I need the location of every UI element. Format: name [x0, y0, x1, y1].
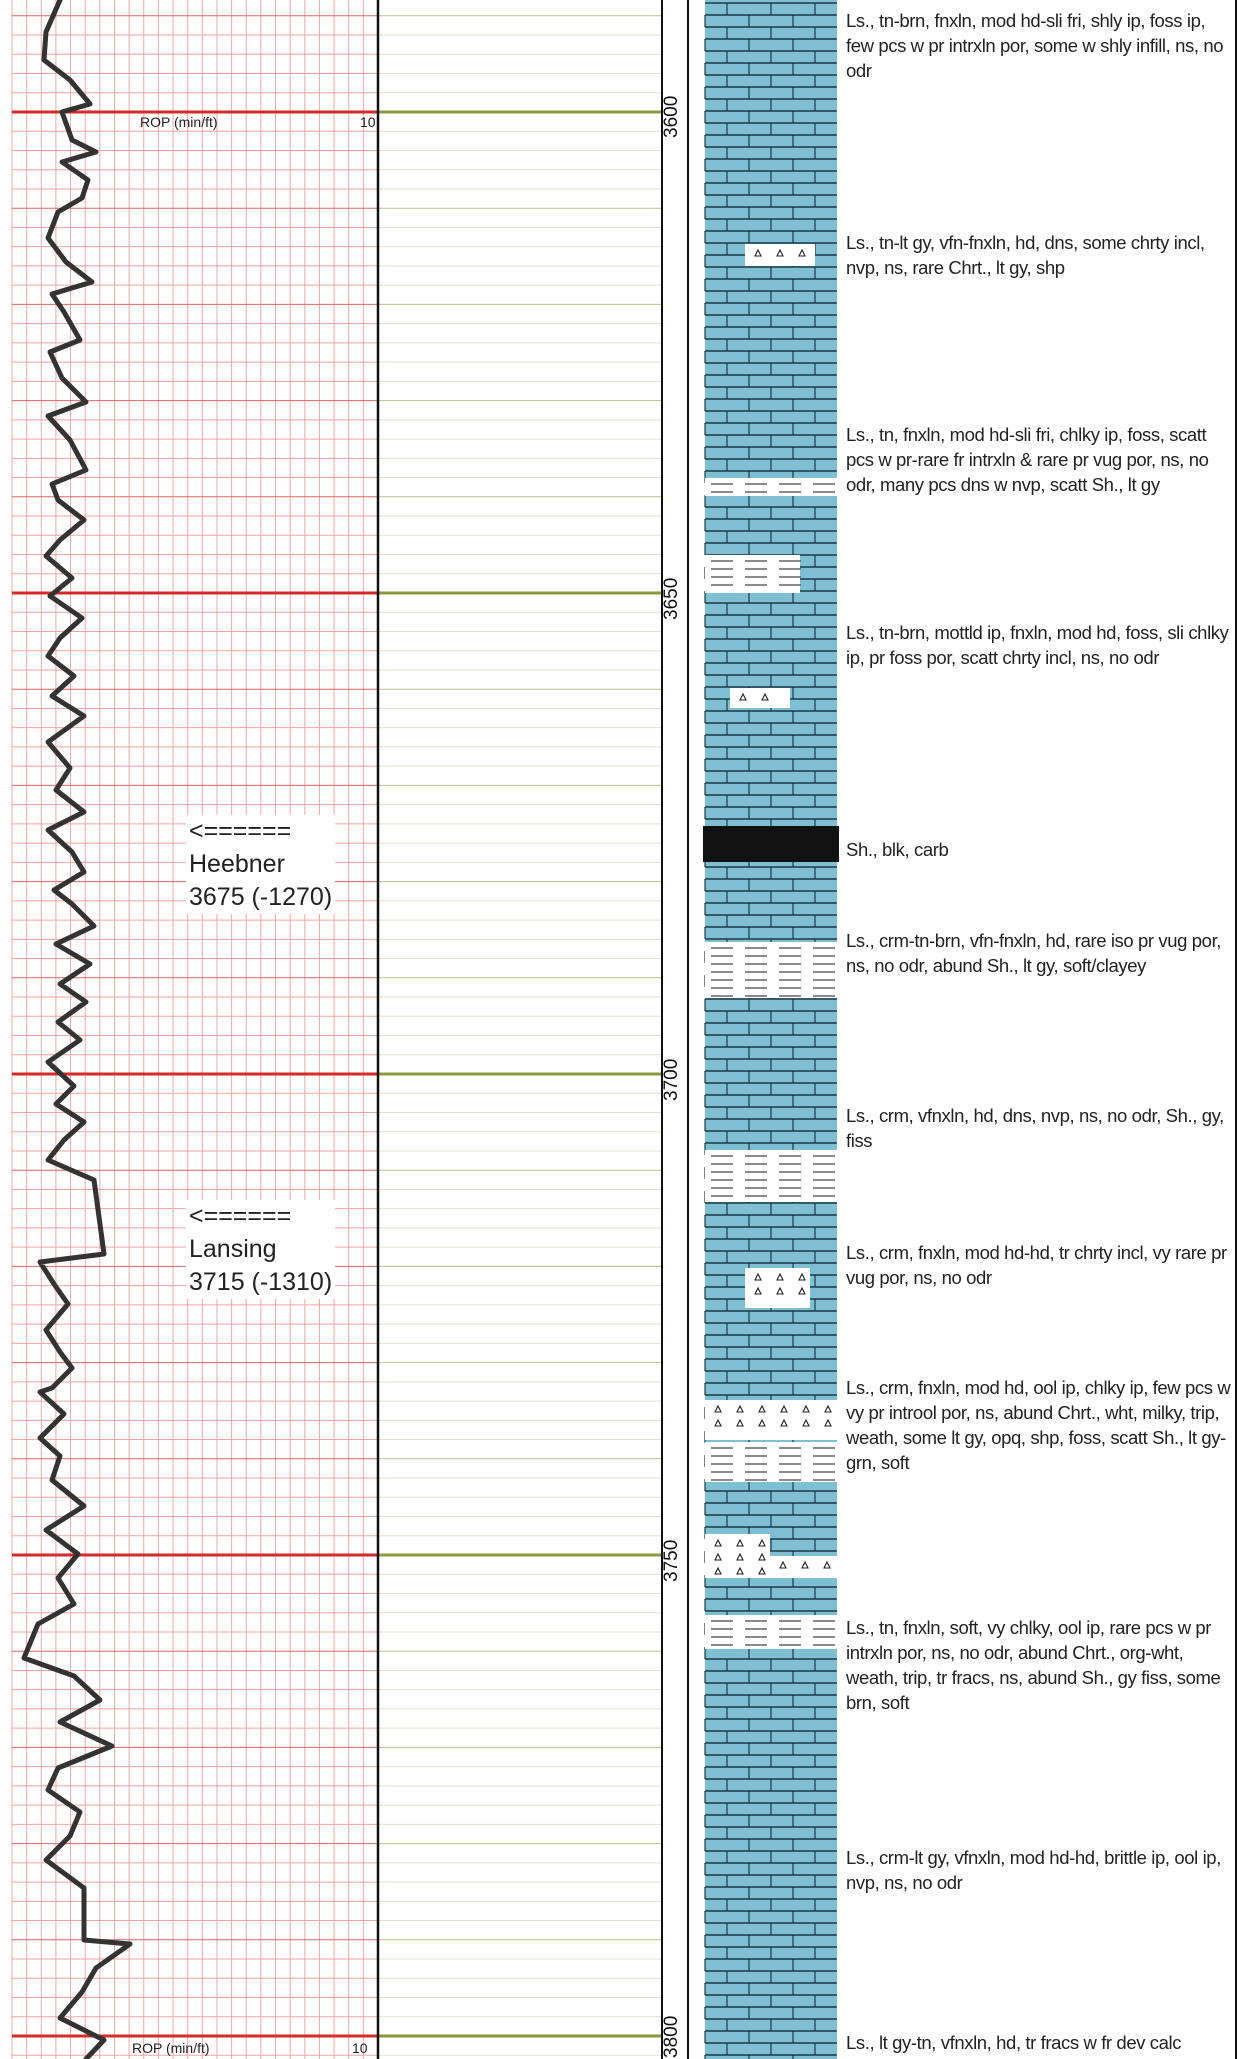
lithology-description: Ls., crm, vfnxln, hd, dns, nvp, ns, no o… [846, 1105, 1224, 1151]
formation-top-arrow: <====== [189, 1202, 292, 1230]
depth-label: 3650 [661, 577, 682, 620]
chert-symbol [758, 1404, 766, 1413]
chert-symbol [736, 1552, 744, 1561]
depth-label: 3700 [661, 1058, 682, 1101]
chert-interval [745, 1268, 810, 1308]
formation-top-arrow: <====== [189, 817, 292, 845]
chert-symbol [736, 1418, 744, 1427]
lithology-description: Sh., blk, carb [846, 839, 949, 860]
chert-symbol [714, 1538, 722, 1547]
chert-symbol [780, 1404, 788, 1413]
chert-symbol [714, 1418, 722, 1427]
chert-symbol [779, 1560, 787, 1569]
chert-symbol [802, 1418, 810, 1427]
chert-symbol [736, 1404, 744, 1413]
chert-interval [745, 244, 815, 266]
chert-symbol [824, 1404, 832, 1413]
lithology-description: Ls., lt gy-tn, vfnxln, hd, tr fracs w fr… [846, 2032, 1182, 2053]
rop-track-title-bottom: ROP (min/ft) [132, 2040, 210, 2056]
chert-symbol [801, 1560, 809, 1569]
lithology-description: Ls., tn, fnxln, mod hd-sli fri, chlky ip… [846, 424, 1209, 495]
chert-symbol [823, 1560, 831, 1569]
lithology-description: Ls., crm, fnxln, mod hd, ool ip, chlky i… [846, 1377, 1231, 1473]
formation-top-name: Lansing [189, 1235, 277, 1263]
chert-symbol [754, 1286, 762, 1295]
chert-symbol [736, 1538, 744, 1547]
chert-symbol [798, 1272, 806, 1281]
chert-symbol [736, 1566, 744, 1575]
lithology-description: Ls., tn, fnxln, soft, vy chlky, ool ip, … [846, 1617, 1221, 1713]
rop-scale-max: 10 [360, 114, 376, 130]
chert-interval [770, 1556, 837, 1578]
chert-interval [730, 688, 790, 708]
chert-symbol [758, 1566, 766, 1575]
lithology-description: Ls., tn-brn, fnxln, mod hd-sli fri, shly… [846, 10, 1224, 81]
chert-symbol [758, 1418, 766, 1427]
chert-symbol [714, 1566, 722, 1575]
chert-symbol [754, 1272, 762, 1281]
depth-label: 3800 [661, 2015, 682, 2058]
chert-symbol [714, 1552, 722, 1561]
chert-symbol [802, 1404, 810, 1413]
chert-symbol [780, 1418, 788, 1427]
formation-top-depth: 3675 (-1270) [189, 883, 333, 911]
rop-curve [21, 0, 133, 2059]
formation-top-heebner: <====== Heebner 3675 (-1270) [186, 815, 336, 914]
chert-symbol [758, 1552, 766, 1561]
shale-interval [705, 1442, 837, 1482]
formation-top-depth: 3715 (-1310) [189, 1268, 333, 1296]
chert-symbol [798, 248, 806, 257]
chert-interval [705, 1400, 837, 1440]
depth-label: 3750 [661, 1539, 682, 1582]
chert-symbol [739, 692, 747, 701]
lithology-description: Ls., crm-lt gy, vfnxln, mod hd-hd, britt… [846, 1847, 1221, 1893]
lithology-description: Ls., crm-tn-brn, vfn-fnxln, hd, rare iso… [846, 930, 1222, 976]
chert-symbol [776, 1286, 784, 1295]
lithology-description: Ls., tn-lt gy, vfn-fnxln, hd, dns, some … [846, 232, 1205, 278]
depth-label: 3600 [661, 95, 682, 138]
lithology-description: Ls., tn-brn, mottld ip, fnxln, mod hd, f… [846, 622, 1229, 668]
rop-track-title: ROP (min/ft) [140, 114, 218, 130]
chert-symbol [761, 692, 769, 701]
rop-scale-max-bottom: 10 [352, 2040, 368, 2056]
chert-symbol [776, 1272, 784, 1281]
shale-black-interval [703, 826, 839, 862]
limestone-fill [705, 0, 837, 2059]
shale-interval [705, 1615, 837, 1649]
shale-interval [705, 1150, 837, 1202]
chert-symbol [758, 1538, 766, 1547]
chert-symbol [754, 248, 762, 257]
lithology-description: Ls., crm, fnxln, mod hd-hd, tr chrty inc… [846, 1242, 1227, 1288]
shale-interval [705, 478, 837, 496]
chert-symbol [824, 1418, 832, 1427]
chert-interval [705, 1534, 770, 1578]
chert-symbol [714, 1404, 722, 1413]
formation-top-lansing: <====== Lansing 3715 (-1310) [186, 1200, 336, 1299]
formation-top-name: Heebner [189, 850, 285, 878]
chert-symbol [776, 248, 784, 257]
chert-symbol [798, 1286, 806, 1295]
shale-interval [705, 942, 837, 998]
